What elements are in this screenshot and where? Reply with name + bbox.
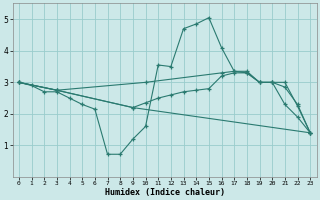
X-axis label: Humidex (Indice chaleur): Humidex (Indice chaleur) — [105, 188, 225, 197]
